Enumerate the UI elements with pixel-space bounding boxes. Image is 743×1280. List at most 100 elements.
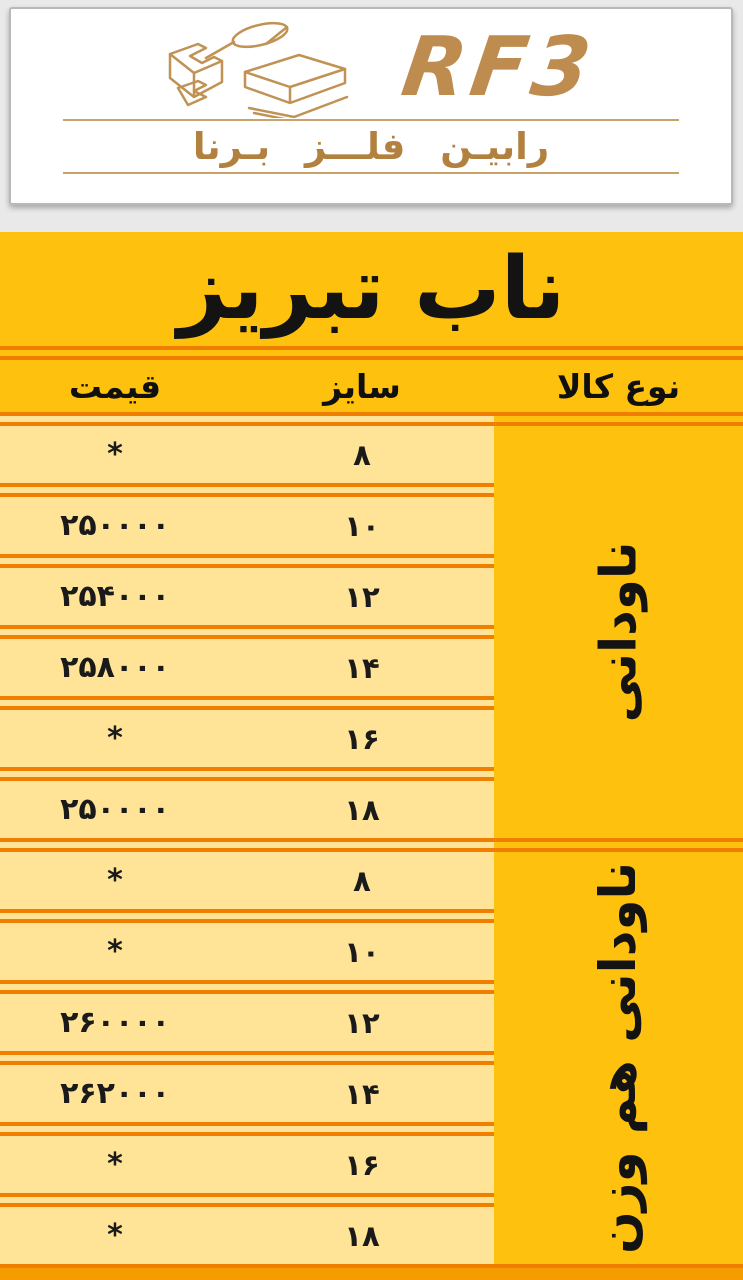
table-row: * ۸ [0, 426, 743, 483]
row-divider [0, 625, 743, 639]
price-cell: * [0, 1136, 230, 1193]
row-divider-left [0, 1193, 494, 1207]
table-row: ۲۵۰۰۰۰ ۱۸ [0, 781, 743, 838]
table-row: ۲۶۲۰۰۰ ۱۴ [0, 1065, 743, 1122]
row-divider [0, 1122, 743, 1136]
price-cell: * [0, 710, 230, 767]
row-divider-right [494, 767, 743, 781]
table-row: * ۱۶ [0, 1136, 743, 1193]
page-title: ناب تبریز [177, 239, 566, 339]
group-column-segment [494, 1065, 743, 1122]
size-cell: ۱۰ [230, 923, 494, 980]
price-cell: ۲۵۰۰۰۰ [0, 497, 230, 554]
row-divider-right [494, 980, 743, 994]
price-cell: * [0, 923, 230, 980]
row-divider [0, 483, 743, 497]
row-divider-left [0, 838, 494, 852]
group-column-segment [494, 994, 743, 1051]
header-divider-left [0, 412, 494, 426]
steel-profiles-icon [168, 21, 349, 118]
column-header-type: نوع کالا [556, 366, 681, 406]
row-divider-left [0, 625, 494, 639]
table-row: * ۸ [0, 852, 743, 909]
header-divider-right [494, 412, 743, 426]
table-body: * ۸ ۲۵۰۰۰۰ ۱۰ ۲۵۴۰۰۰ ۱۲ ۲۵۸۰۰۰ ۱۴ * ۱۶ [0, 426, 743, 1264]
group-column-segment [494, 639, 743, 696]
row-divider-right [494, 1122, 743, 1136]
size-cell: ۱۲ [230, 994, 494, 1051]
brand-name: رابیـن فلـــز بـرنا [192, 125, 550, 168]
size-cell: ۱۸ [230, 781, 494, 838]
group-column-segment [494, 1136, 743, 1193]
size-cell: ۱۲ [230, 568, 494, 625]
size-cell: ۱۸ [230, 1207, 494, 1264]
size-cell: ۱۰ [230, 497, 494, 554]
row-divider-right [494, 838, 743, 852]
column-header-row: قیمت سایز نوع کالا [0, 360, 743, 412]
price-table: ناب تبریز قیمت سایز نوع کالا * ۸ ۲۵۰۰۰۰ … [0, 232, 743, 1280]
price-cell: ۲۶۰۰۰۰ [0, 994, 230, 1051]
title-row: ناب تبریز [0, 232, 743, 346]
rf3-wordmark: RF3 [396, 20, 601, 115]
row-divider-left [0, 554, 494, 568]
size-cell: ۸ [230, 852, 494, 909]
logo-card: RF3 رابیـن فلـــز بـرنا [9, 7, 733, 205]
logo-divider-top [63, 119, 679, 121]
row-divider-right [494, 1051, 743, 1065]
row-divider [0, 838, 743, 852]
row-divider [0, 1193, 743, 1207]
table-row: ۲۵۰۰۰۰ ۱۰ [0, 497, 743, 554]
size-cell: ۱۴ [230, 639, 494, 696]
price-cell: ۲۵۸۰۰۰ [0, 639, 230, 696]
row-divider-right [494, 483, 743, 497]
logo-divider-bottom [63, 172, 679, 175]
group-column-segment [494, 1207, 743, 1264]
column-header-size: سایز [323, 366, 401, 406]
group-column-segment [494, 923, 743, 980]
size-cell: ۱۶ [230, 710, 494, 767]
price-cell: ۲۶۲۰۰۰ [0, 1065, 230, 1122]
row-divider-right [494, 696, 743, 710]
price-cell: * [0, 852, 230, 909]
row-divider [0, 909, 743, 923]
group-column-segment [494, 710, 743, 767]
row-divider-left [0, 696, 494, 710]
group-column-segment [494, 568, 743, 625]
row-divider-left [0, 483, 494, 497]
price-cell: ۲۵۰۰۰۰ [0, 781, 230, 838]
table-row: * ۱۶ [0, 710, 743, 767]
row-divider [0, 554, 743, 568]
row-divider-right [494, 1193, 743, 1207]
row-divider-left [0, 980, 494, 994]
row-divider-left [0, 1051, 494, 1065]
group-column-segment [494, 852, 743, 909]
price-cell: * [0, 426, 230, 483]
row-divider-right [494, 625, 743, 639]
bottom-border-band [0, 1264, 743, 1280]
price-cell: ۲۵۴۰۰۰ [0, 568, 230, 625]
row-divider-right [494, 909, 743, 923]
row-divider-left [0, 1122, 494, 1136]
table-row: * ۱۸ [0, 1207, 743, 1264]
title-divider [0, 346, 743, 360]
group-column-segment [494, 497, 743, 554]
row-divider [0, 767, 743, 781]
header-divider [0, 412, 743, 426]
group-column-segment [494, 426, 743, 483]
size-cell: ۸ [230, 426, 494, 483]
table-row: ۲۵۴۰۰۰ ۱۲ [0, 568, 743, 625]
row-divider [0, 980, 743, 994]
column-header-price: قیمت [68, 366, 162, 406]
row-divider [0, 1051, 743, 1065]
row-divider-left [0, 767, 494, 781]
row-divider-right [494, 554, 743, 568]
table-row: ۲۶۰۰۰۰ ۱۲ [0, 994, 743, 1051]
logo-top: RF3 [148, 17, 601, 119]
row-divider [0, 696, 743, 710]
group-column-segment [494, 781, 743, 838]
table-row: ۲۵۸۰۰۰ ۱۴ [0, 639, 743, 696]
size-cell: ۱۴ [230, 1065, 494, 1122]
price-cell: * [0, 1207, 230, 1264]
size-cell: ۱۶ [230, 1136, 494, 1193]
